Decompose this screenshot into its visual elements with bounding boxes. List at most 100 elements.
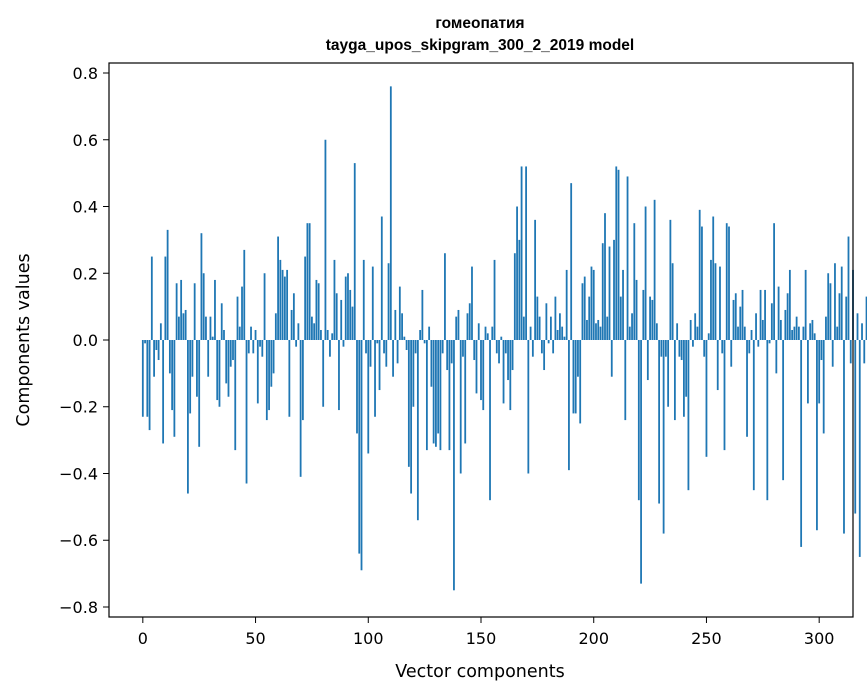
bar-212 <box>619 296 622 340</box>
bar-116 <box>403 336 406 340</box>
bar-56 <box>268 340 270 411</box>
bar-30 <box>209 316 212 340</box>
bar-126 <box>425 340 428 451</box>
bar-59 <box>274 313 277 340</box>
bar-153 <box>486 333 489 340</box>
bar-198 <box>588 296 591 340</box>
bar-102 <box>371 266 374 340</box>
bar-267 <box>743 326 746 340</box>
bar-113 <box>396 340 399 364</box>
y-axis-ticks: −0.8 −0.6 −0.4 −0.2 0.0 0.2 0.4 0.6 0.8 <box>59 64 109 617</box>
bar-266 <box>741 289 744 340</box>
bar-312 <box>845 296 848 340</box>
bar-196 <box>583 276 586 340</box>
bar-133 <box>441 340 444 354</box>
x-tick-label-100: 100 <box>353 629 384 648</box>
bar-37 <box>225 340 228 384</box>
bar-42 <box>236 296 239 340</box>
bar-162 <box>507 340 509 381</box>
bar-51 <box>256 340 259 404</box>
bar-64 <box>286 269 289 340</box>
bar-186 <box>561 326 564 340</box>
bar-294 <box>804 269 807 340</box>
bar-26 <box>200 233 203 340</box>
bar-248 <box>701 226 703 340</box>
bar-287 <box>788 269 791 340</box>
bar-255 <box>716 340 719 391</box>
bar-225 <box>649 296 651 340</box>
bar-170 <box>525 166 527 340</box>
bar-143 <box>464 340 467 444</box>
bar-85 <box>333 259 336 340</box>
y-tick-label-1: −0.6 <box>59 531 98 550</box>
x-tick-label-200: 200 <box>578 629 609 648</box>
bar-109 <box>387 263 390 340</box>
bar-144 <box>466 313 469 340</box>
bar-209 <box>613 239 615 340</box>
bar-28 <box>205 316 207 340</box>
bar-275 <box>761 319 764 340</box>
bar-62 <box>281 269 284 340</box>
bar-183 <box>554 296 557 340</box>
bar-61 <box>279 259 282 340</box>
bar-276 <box>764 289 766 340</box>
bar-68 <box>295 340 298 347</box>
bar-188 <box>565 269 568 340</box>
bar-19 <box>184 309 187 340</box>
bar-57 <box>270 340 273 387</box>
bar-11 <box>166 229 169 340</box>
bar-177 <box>540 340 543 354</box>
bar-105 <box>378 340 381 391</box>
bar-67 <box>292 293 295 340</box>
bar-179 <box>545 303 548 340</box>
bar-271 <box>752 340 755 491</box>
bar-251 <box>707 333 710 340</box>
bar-236 <box>673 340 676 421</box>
bar-41 <box>234 340 237 451</box>
bar-135 <box>446 340 449 371</box>
bar-281 <box>775 340 778 374</box>
bar-138 <box>453 340 455 591</box>
bar-32 <box>214 279 216 340</box>
bar-319 <box>861 323 863 340</box>
bar-272 <box>755 313 757 340</box>
bar-81 <box>324 139 327 340</box>
bar-219 <box>635 279 638 340</box>
bar-95 <box>356 340 358 434</box>
bar-286 <box>786 293 789 340</box>
bar-222 <box>642 289 645 340</box>
bar-289 <box>793 326 796 340</box>
bar-240 <box>683 340 685 417</box>
bar-35 <box>220 303 223 340</box>
bar-112 <box>394 309 397 340</box>
bar-157 <box>495 340 498 354</box>
bar-238 <box>678 340 681 357</box>
bar-282 <box>777 286 780 340</box>
bar-18 <box>182 313 185 340</box>
bar-40 <box>232 340 234 361</box>
bar-108 <box>385 340 388 367</box>
x-tick-label-50: 50 <box>245 629 265 648</box>
bar-307 <box>834 263 836 340</box>
bar-100 <box>367 340 370 454</box>
bar-119 <box>410 340 413 494</box>
bar-47 <box>247 340 250 354</box>
bar-145 <box>468 303 471 340</box>
bar-242 <box>687 340 690 491</box>
bar-129 <box>432 340 435 444</box>
bar-36 <box>223 329 225 340</box>
bar-284 <box>782 340 785 481</box>
chart-title: гомеопатия <box>435 15 524 32</box>
bar-258 <box>723 340 726 451</box>
bar-220 <box>637 340 640 501</box>
bar-46 <box>245 340 248 484</box>
bar-180 <box>547 340 550 344</box>
bar-115 <box>401 313 403 340</box>
bar-132 <box>439 340 442 451</box>
bar-173 <box>531 340 534 357</box>
bar-229 <box>658 340 661 504</box>
bar-206 <box>606 316 609 340</box>
bar-88 <box>340 299 343 340</box>
bar-80 <box>322 340 325 407</box>
bar-260 <box>728 226 730 340</box>
